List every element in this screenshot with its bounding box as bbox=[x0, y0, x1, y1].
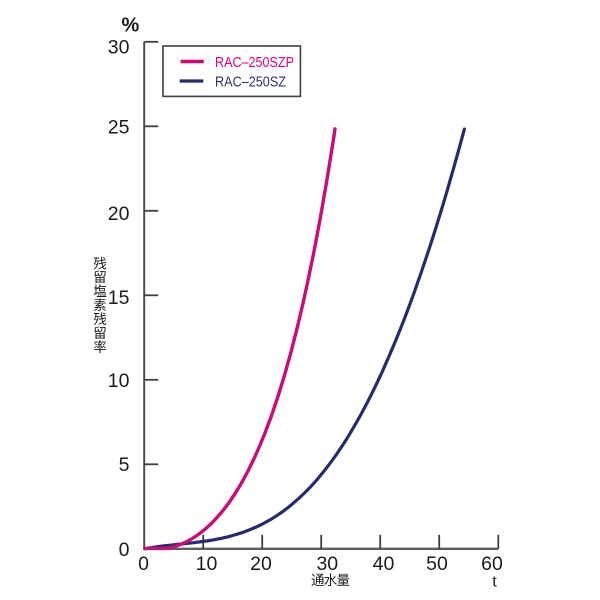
svg-text:残: 残 bbox=[93, 312, 107, 327]
svg-text:20: 20 bbox=[250, 553, 272, 575]
svg-text:塩: 塩 bbox=[93, 284, 107, 299]
svg-text:率: 率 bbox=[93, 339, 107, 355]
svg-text:40: 40 bbox=[373, 553, 395, 575]
svg-text:25: 25 bbox=[108, 116, 130, 138]
svg-text:留: 留 bbox=[93, 270, 107, 285]
svg-text:10: 10 bbox=[196, 553, 218, 575]
svg-text:留: 留 bbox=[93, 326, 107, 341]
svg-text:15: 15 bbox=[108, 287, 130, 309]
svg-text:RAC–250SZP: RAC–250SZP bbox=[215, 55, 294, 71]
svg-text:残: 残 bbox=[93, 256, 107, 271]
svg-text:0: 0 bbox=[138, 553, 149, 575]
svg-text:0: 0 bbox=[119, 539, 130, 561]
svg-text:素: 素 bbox=[93, 298, 107, 313]
svg-text:60: 60 bbox=[481, 553, 503, 575]
svg-text:30: 30 bbox=[108, 37, 130, 59]
svg-text:5: 5 bbox=[119, 454, 130, 476]
svg-text:t: t bbox=[492, 574, 497, 591]
svg-text:30: 30 bbox=[316, 553, 338, 575]
svg-text:50: 50 bbox=[426, 553, 448, 575]
svg-text:通水量: 通水量 bbox=[311, 573, 350, 588]
svg-text:%: % bbox=[122, 15, 140, 37]
svg-text:20: 20 bbox=[108, 203, 130, 225]
svg-text:10: 10 bbox=[108, 370, 130, 392]
svg-text:RAC–250SZ: RAC–250SZ bbox=[215, 74, 286, 90]
